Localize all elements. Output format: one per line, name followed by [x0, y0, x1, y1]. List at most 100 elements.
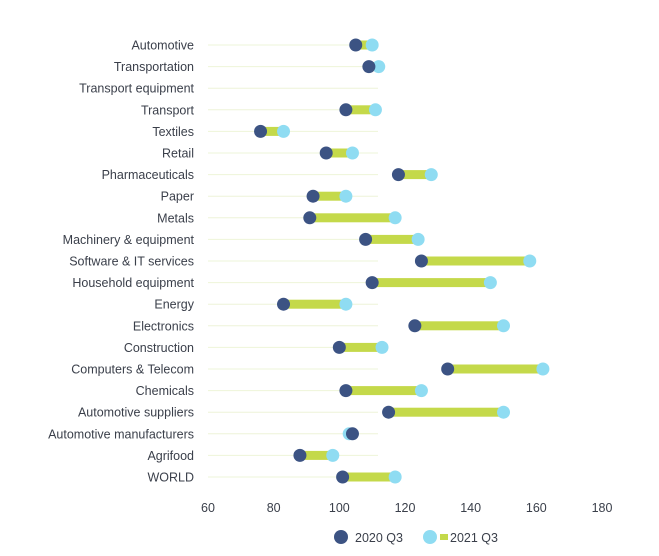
category-label: Pharmaceuticals: [102, 168, 194, 182]
change-bar: [398, 170, 432, 180]
category-row: Chemicals: [136, 384, 428, 398]
category-row: Transportation: [114, 60, 386, 74]
category-label: WORLD: [147, 471, 194, 485]
point-2020: [303, 211, 317, 225]
change-bar: [339, 342, 383, 352]
category-row: Automotive suppliers: [78, 405, 510, 420]
x-tick-label: 80: [267, 501, 281, 515]
point-2020: [441, 362, 455, 376]
category-row: Textiles: [152, 124, 378, 139]
category-label: Chemicals: [136, 384, 194, 398]
category-label: Transport equipment: [79, 82, 194, 96]
category-row: Pharmaceuticals: [102, 168, 438, 182]
point-2020: [339, 384, 353, 398]
change-bar: [326, 148, 353, 158]
category-label: Machinery & equipment: [63, 233, 195, 247]
point-2021: [345, 146, 359, 160]
point-2021: [368, 103, 382, 117]
point-2021: [483, 276, 497, 290]
legend-marker-2020: [334, 530, 348, 544]
point-2020: [391, 168, 405, 182]
legend-bar-swatch: [440, 534, 448, 540]
point-2021: [375, 340, 389, 354]
category-row: Paper: [161, 189, 378, 204]
x-tick-label: 140: [460, 501, 481, 515]
category-row: Agrifood: [147, 448, 378, 463]
category-row: Automotive manufacturers: [48, 427, 378, 441]
point-2021: [372, 60, 386, 74]
category-label: Metals: [157, 211, 194, 225]
category-row: Retail: [162, 146, 378, 161]
change-bar: [283, 299, 346, 309]
x-tick-label: 180: [592, 501, 613, 515]
point-2020: [277, 297, 291, 311]
point-2020: [345, 427, 359, 441]
x-tick-label: 120: [395, 501, 416, 515]
category-row: Construction: [124, 340, 389, 355]
category-label: Household equipment: [72, 276, 194, 290]
category-row: Machinery & equipment: [63, 232, 425, 247]
category-row: Electronics: [133, 319, 510, 333]
point-2021: [339, 297, 353, 311]
category-label: Paper: [161, 190, 194, 204]
point-2020: [254, 124, 268, 138]
x-axis-ticks: 60 80 100 120 140 160 180: [201, 501, 612, 515]
change-bar: [365, 234, 419, 244]
category-label: Computers & Telecom: [71, 363, 194, 377]
category-row: Transport: [141, 103, 382, 117]
change-bar: [447, 364, 543, 374]
category-label: Transport: [141, 103, 195, 117]
point-2020: [362, 60, 376, 74]
point-2020: [365, 276, 379, 290]
change-bar: [299, 450, 333, 460]
point-2021: [414, 384, 428, 398]
point-2021: [365, 38, 379, 52]
category-label: Construction: [124, 341, 194, 355]
point-2021: [424, 168, 438, 182]
category-label: Automotive manufacturers: [48, 427, 194, 441]
legend-label-2021: 2021 Q3: [450, 531, 498, 545]
point-2020: [382, 405, 396, 419]
x-tick-label: 160: [526, 501, 547, 515]
x-tick-label: 100: [329, 501, 350, 515]
point-2021: [497, 319, 510, 333]
change-bar: [355, 40, 373, 50]
category-label: Retail: [162, 147, 194, 161]
legend: 2020 Q3 2021 Q3: [334, 530, 498, 545]
change-bar: [342, 472, 396, 482]
category-row: WORLD: [147, 470, 402, 485]
category-label: Software & IT services: [69, 255, 194, 269]
point-2020: [414, 254, 428, 268]
chart-rows: Automotive Transportation Transport equipm…: [48, 38, 550, 485]
category-row: Computers & Telecom: [71, 362, 550, 377]
category-label: Textiles: [152, 125, 194, 139]
change-bar: [345, 386, 422, 396]
category-row: Household equipment: [72, 276, 497, 290]
category-label: Automotive: [131, 39, 194, 53]
change-bar: [421, 256, 530, 266]
category-label: Agrifood: [147, 449, 194, 463]
point-2021: [411, 232, 425, 246]
point-2020: [336, 470, 350, 484]
point-2020: [408, 319, 422, 333]
category-row: Software & IT services: [69, 254, 537, 269]
point-2020: [319, 146, 333, 160]
change-bar: [260, 126, 284, 136]
category-label: Energy: [154, 298, 194, 312]
change-bar: [372, 278, 491, 288]
legend-label-2020: 2020 Q3: [355, 531, 403, 545]
x-tick-label: 60: [201, 501, 215, 515]
change-bar: [309, 213, 396, 223]
point-2020: [349, 38, 363, 52]
change-bar: [345, 105, 376, 115]
category-label: Automotive suppliers: [78, 406, 194, 420]
point-2021: [326, 448, 340, 462]
legend-marker-2021: [423, 530, 437, 544]
point-2021: [497, 405, 510, 419]
change-bar: [414, 321, 504, 331]
category-row: Energy: [154, 297, 378, 312]
category-label: Transportation: [114, 60, 194, 74]
point-2020: [339, 103, 353, 117]
point-2021: [388, 470, 402, 484]
